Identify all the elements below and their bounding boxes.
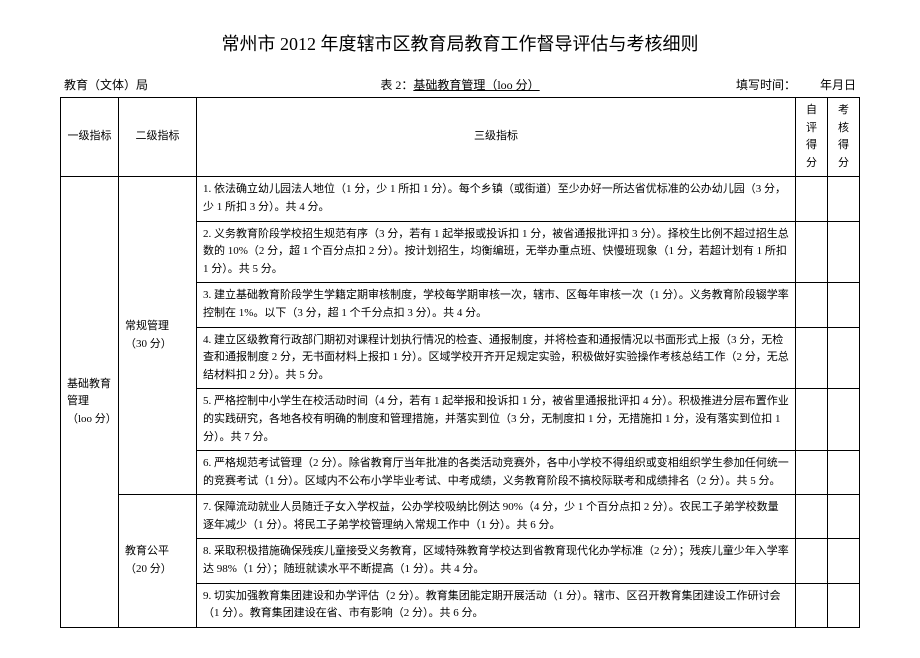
page-title: 常州市 2012 年度辖市区教育局教育工作督导评估与考核细则	[60, 30, 860, 56]
header-right: 填写时间： 年月日	[592, 76, 856, 93]
level3-cell: 8. 采取积极措施确保残疾儿童接受义务教育，区域特殊教育学校达到省教育现代化办学…	[197, 539, 796, 583]
self-score-cell	[796, 539, 828, 583]
col-header-4: 自评得分	[796, 98, 828, 177]
col-header-1: 一级指标	[61, 98, 119, 177]
check-score-cell	[828, 327, 860, 389]
table-header-row: 一级指标 二级指标 三级指标 自评得分 考核得分	[61, 98, 860, 177]
header-mid-underline: 基础教育管理（loo 分）	[413, 78, 539, 92]
col-header-2: 二级指标	[119, 98, 197, 177]
level3-cell: 7. 保障流动就业人员随迁子女入学权益，公办学校吸纳比例达 90%（4 分，少 …	[197, 495, 796, 539]
level3-cell: 5. 严格控制中小学生在校活动时间（4 分，若有 1 起举报和投诉扣 1 分，被…	[197, 389, 796, 451]
self-score-cell	[796, 327, 828, 389]
check-score-cell	[828, 583, 860, 627]
header-left: 教育（文体）局	[64, 76, 328, 93]
table-row: 基础教育管理（loo 分） 常规管理（30 分） 1. 依法确立幼儿园法人地位（…	[61, 177, 860, 221]
check-score-cell	[828, 177, 860, 221]
col-header-3: 三级指标	[197, 98, 796, 177]
page: 常州市 2012 年度辖市区教育局教育工作督导评估与考核细则 教育（文体）局 表…	[60, 30, 860, 628]
level1-cell: 基础教育管理（loo 分）	[61, 177, 119, 627]
self-score-cell	[796, 495, 828, 539]
level3-cell: 2. 义务教育阶段学校招生规范有序（3 分，若有 1 起举报或投诉扣 1 分，被…	[197, 221, 796, 283]
check-score-cell	[828, 221, 860, 283]
level2-cell: 常规管理（30 分）	[119, 177, 197, 495]
check-score-cell	[828, 451, 860, 495]
table-row: 教育公平（20 分） 7. 保障流动就业人员随迁子女入学权益，公办学校吸纳比例达…	[61, 495, 860, 539]
level3-cell: 6. 严格规范考试管理（2 分）。除省教育厅当年批准的各类活动竞赛外，各中小学校…	[197, 451, 796, 495]
check-score-cell	[828, 539, 860, 583]
table-header-meta: 教育（文体）局 表 2：基础教育管理（loo 分） 填写时间： 年月日	[60, 76, 860, 93]
evaluation-table: 一级指标 二级指标 三级指标 自评得分 考核得分 基础教育管理（loo 分） 常…	[60, 97, 860, 628]
level3-cell: 9. 切实加强教育集团建设和办学评估（2 分）。教育集团能定期开展活动（1 分）…	[197, 583, 796, 627]
level3-cell: 3. 建立基础教育阶段学生学籍定期审核制度，学校每学期审核一次，辖市、区每年审核…	[197, 283, 796, 327]
col-header-5: 考核得分	[828, 98, 860, 177]
header-mid: 表 2：基础教育管理（loo 分）	[328, 76, 592, 93]
header-mid-prefix: 表 2：	[380, 78, 413, 92]
self-score-cell	[796, 177, 828, 221]
self-score-cell	[796, 451, 828, 495]
self-score-cell	[796, 583, 828, 627]
level3-cell: 1. 依法确立幼儿园法人地位（1 分，少 1 所扣 1 分）。每个乡镇（或街道）…	[197, 177, 796, 221]
level3-cell: 4. 建立区级教育行政部门期初对课程计划执行情况的检查、通报制度，并将检查和通报…	[197, 327, 796, 389]
level2-cell: 教育公平（20 分）	[119, 495, 197, 628]
self-score-cell	[796, 221, 828, 283]
self-score-cell	[796, 283, 828, 327]
check-score-cell	[828, 283, 860, 327]
check-score-cell	[828, 495, 860, 539]
check-score-cell	[828, 389, 860, 451]
self-score-cell	[796, 389, 828, 451]
